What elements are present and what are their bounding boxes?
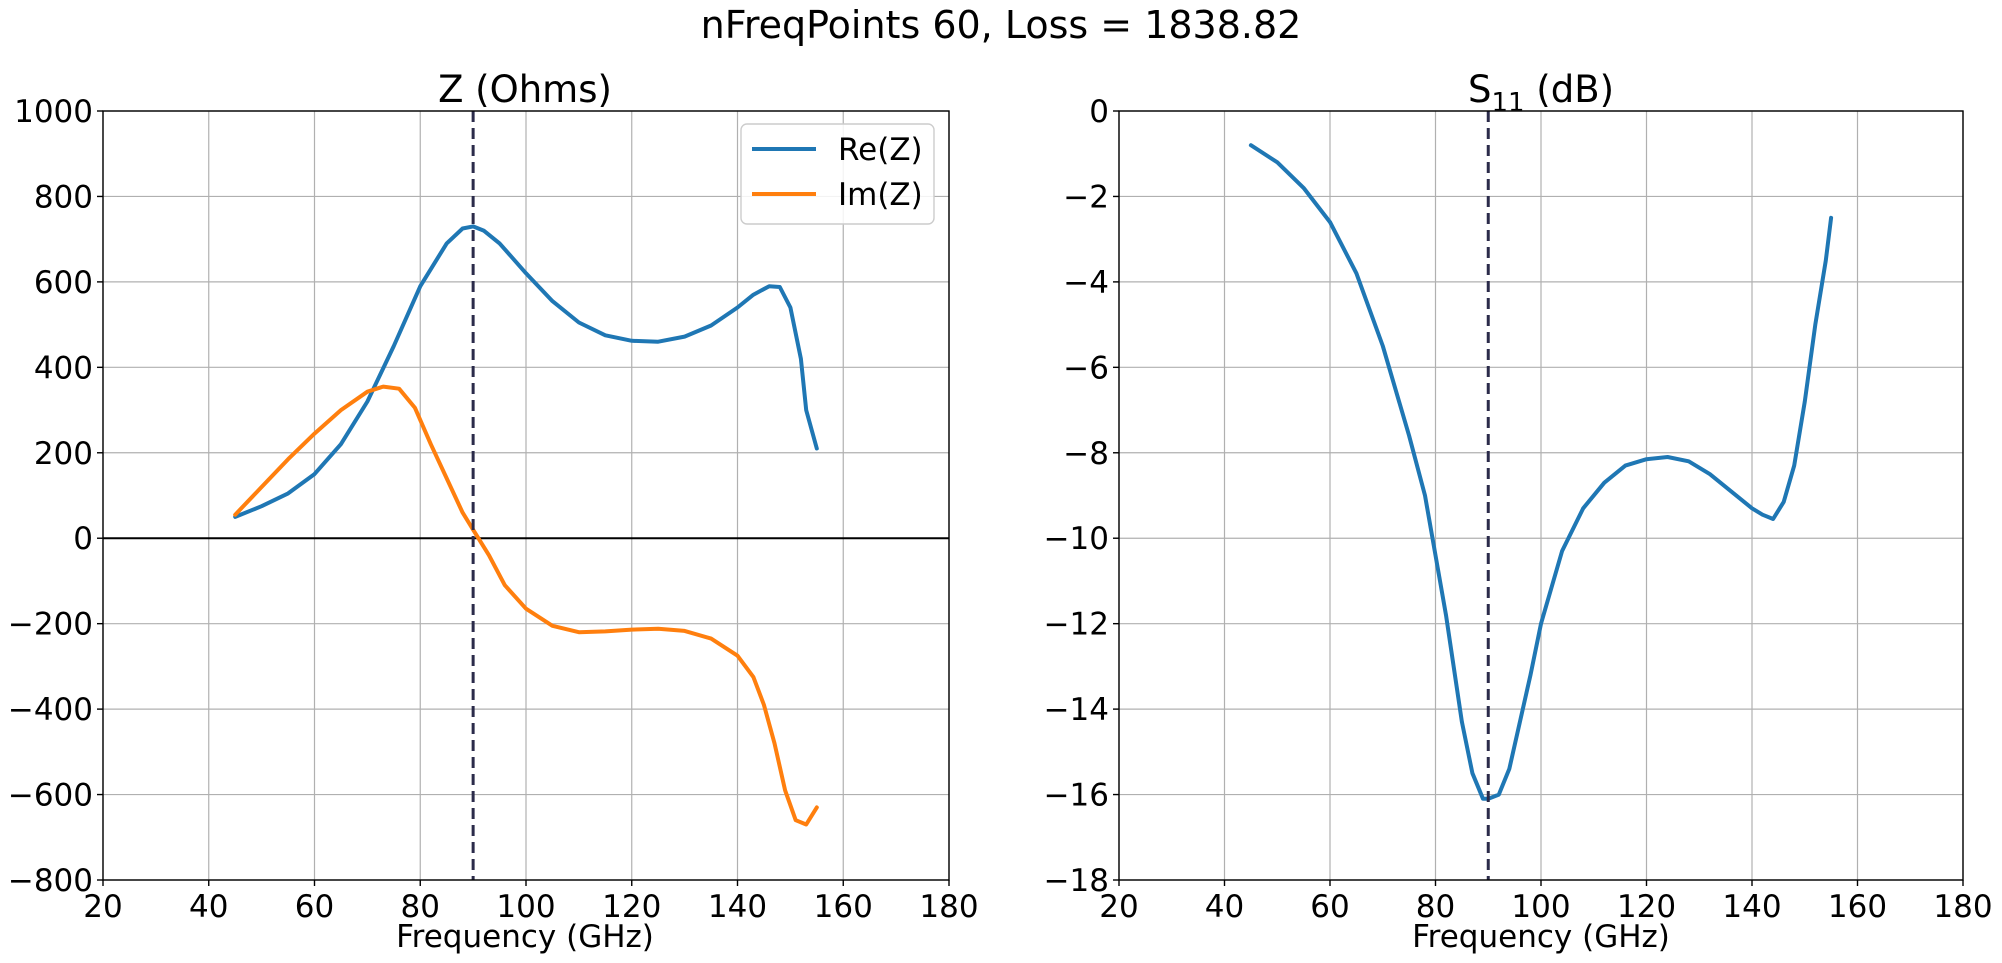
impedance-xtick-label: 80	[401, 889, 440, 925]
legend-label-re: Re(Z)	[838, 132, 923, 168]
impedance-xtick-label: 140	[708, 889, 767, 925]
s11-ytick-label: −6	[1063, 350, 1109, 386]
s11-xtick-label: 160	[1828, 889, 1887, 925]
s11-xtick-label: 140	[1722, 889, 1781, 925]
s11-xlabel: Frequency (GHz)	[1412, 919, 1670, 955]
s11-axes-frame	[1118, 110, 1964, 881]
s11-ytick-label: −8	[1063, 436, 1109, 472]
s11-ticks: 20 40 60 80 100 120 140 160 180 −18 −16 −14 −12 −10 −8…	[1044, 94, 1993, 925]
s11-ytick-label: −2	[1063, 179, 1109, 215]
s11-xtick-label: 40	[1205, 889, 1244, 925]
s11-ytick-label: −10	[1044, 521, 1109, 557]
s11-ytick-label: −12	[1044, 607, 1109, 643]
impedance-xtick-label: 180	[919, 889, 978, 925]
impedance-ytick-label: −400	[8, 692, 93, 728]
impedance-xtick-label: 60	[295, 889, 334, 925]
impedance-xtick-label: 20	[83, 889, 122, 925]
figure-suptitle: nFreqPoints 60, Loss = 1838.82	[701, 3, 1302, 47]
legend: Re(Z) Im(Z)	[740, 123, 935, 225]
impedance-ytick-label: 800	[34, 179, 93, 215]
impedance-series	[233, 224, 819, 827]
impedance-ytick-label: 1000	[14, 94, 93, 130]
s11-ytick-label: 0	[1089, 94, 1109, 130]
s11-series-line-0	[1248, 143, 1834, 801]
s11-xtick-label: 80	[1416, 889, 1455, 925]
impedance-series-line-imz	[233, 384, 819, 827]
s11-xtick-label: 180	[1933, 889, 1992, 925]
impedance-xtick-label: 120	[602, 889, 661, 925]
impedance-axes-frame	[102, 110, 950, 881]
impedance-xtick-label: 160	[814, 889, 873, 925]
impedance-ticks: 20 40 60 80 100 120 140 160 180 −800 −600 −400 −200 0…	[8, 94, 979, 925]
axes-impedance: Z (Ohms) 20 40 60 80 100 120 140 160 180 −800 −600…	[8, 68, 979, 955]
axes-s11-title: S11 (dB)	[1468, 68, 1614, 118]
axes-s11: S11 (dB) 20 40 60 80 100 120 140 160 180 −18 −16 −1…	[1044, 68, 1993, 955]
impedance-xtick-label: 40	[189, 889, 228, 925]
s11-ytick-label: −4	[1063, 265, 1109, 301]
impedance-series-line-rez	[233, 224, 819, 519]
impedance-xtick-label: 100	[496, 889, 555, 925]
s11-xtick-label: 60	[1310, 889, 1349, 925]
impedance-ytick-label: −800	[8, 863, 93, 899]
s11-xtick-label: 100	[1511, 889, 1570, 925]
impedance-ytick-label: −600	[8, 778, 93, 814]
impedance-ytick-label: 400	[34, 350, 93, 386]
impedance-xlabel: Frequency (GHz)	[396, 919, 654, 955]
impedance-ytick-label: −200	[8, 607, 93, 643]
impedance-ytick-label: 200	[34, 436, 93, 472]
s11-ytick-label: −18	[1044, 863, 1109, 899]
s11-ytick-label: −16	[1044, 778, 1109, 814]
axes-impedance-title: Z (Ohms)	[438, 68, 612, 111]
s11-series	[1248, 143, 1834, 801]
s11-ytick-label: −14	[1044, 692, 1109, 728]
impedance-ytick-label: 0	[73, 521, 93, 557]
impedance-ytick-label: 600	[34, 265, 93, 301]
legend-label-im: Im(Z)	[838, 177, 923, 213]
s11-xtick-label: 20	[1099, 889, 1138, 925]
s11-xtick-label: 120	[1617, 889, 1676, 925]
